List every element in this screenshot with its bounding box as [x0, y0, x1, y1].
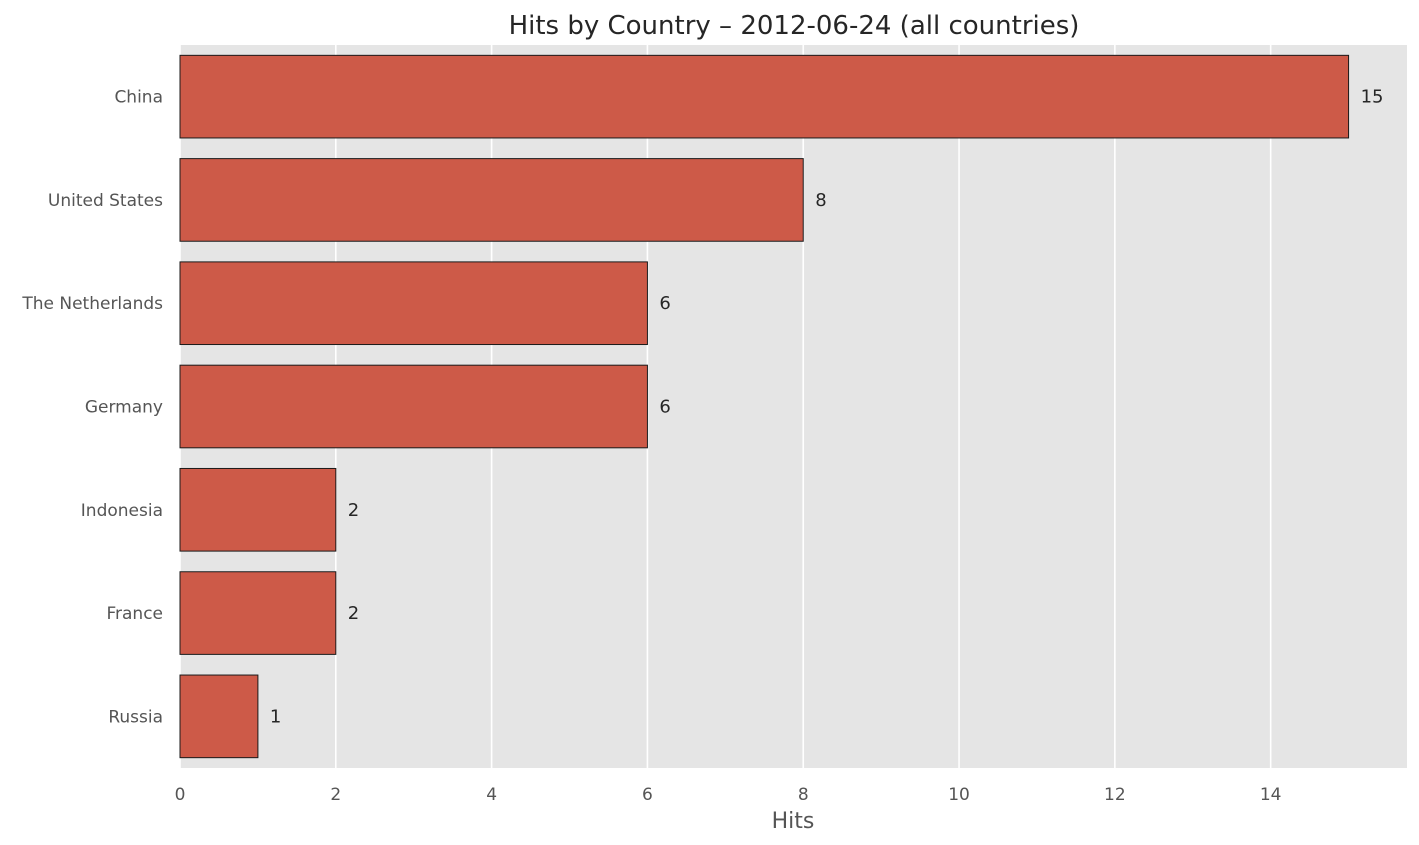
data-label-russia: 1: [270, 706, 281, 727]
y-tick-label-united-states: United States: [48, 191, 163, 211]
bar-france: [179, 571, 337, 655]
bar-russia: [179, 674, 259, 759]
y-tick-label-france: France: [106, 604, 163, 624]
x-tick-label-10: 10: [948, 785, 970, 805]
x-tick-label-2: 2: [330, 785, 341, 805]
y-tick-label-the-netherlands: The Netherlands: [21, 294, 163, 314]
y-tick-label-china: China: [114, 88, 163, 108]
bar-the-netherlands: [179, 261, 648, 346]
bars: [179, 54, 1350, 759]
y-tick-labels: China United States The Netherlands Germany…: [21, 88, 163, 728]
y-tick-label-germany: Germany: [85, 398, 163, 418]
data-label-china: 15: [1361, 87, 1384, 108]
x-tick-label-4: 4: [486, 785, 497, 805]
x-tick-label-6: 6: [642, 785, 653, 805]
y-tick-label-indonesia: Indonesia: [81, 501, 163, 521]
data-label-the-netherlands: 6: [659, 293, 670, 314]
x-axis-label: Hits: [772, 809, 815, 834]
y-tick-label-russia: Russia: [108, 707, 163, 727]
x-tick-labels: 0 2 4 6 8 10 12 14: [175, 785, 1282, 805]
bar-united-states: [179, 158, 804, 242]
x-tick-label-8: 8: [798, 785, 809, 805]
data-label-germany: 6: [659, 397, 670, 418]
data-label-united-states: 8: [815, 190, 826, 211]
x-tick-label-0: 0: [175, 785, 186, 805]
bar-germany: [179, 364, 648, 449]
data-label-indonesia: 2: [348, 500, 359, 521]
chart-title: Hits by Country – 2012-06-24 (all countr…: [509, 11, 1080, 41]
x-tick-label-14: 14: [1260, 785, 1282, 805]
bar-indonesia: [179, 467, 337, 552]
data-label-france: 2: [348, 603, 359, 624]
data-labels: 15 8 6 6 2 2 1: [270, 87, 1384, 728]
x-tick-label-12: 12: [1104, 785, 1126, 805]
bar-china: [179, 54, 1350, 139]
